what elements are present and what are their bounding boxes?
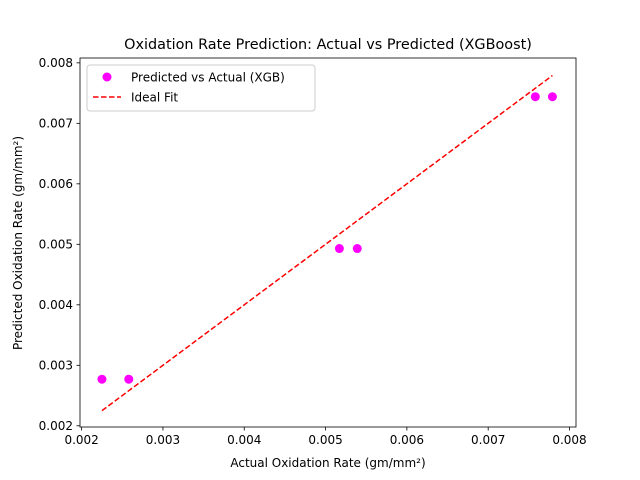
x-tick-label: 0.003 — [146, 433, 180, 447]
legend-marker-swatch — [102, 72, 112, 82]
legend-label: Predicted vs Actual (XGB) — [131, 70, 285, 84]
y-tick-label: 0.002 — [39, 419, 73, 433]
y-axis-ticks: 0.002 0.003 0.004 0.005 0.006 0.007 0.008 — [39, 56, 80, 433]
chart-title: Oxidation Rate Prediction: Actual vs Pre… — [124, 37, 532, 53]
y-tick-label: 0.004 — [39, 298, 73, 312]
y-tick-label: 0.003 — [39, 359, 73, 373]
y-tick-label: 0.006 — [39, 177, 73, 191]
x-tick-label: 0.002 — [64, 433, 98, 447]
data-point — [124, 374, 134, 384]
y-tick-label: 0.005 — [39, 238, 73, 252]
plot-area — [79, 57, 577, 428]
x-tick-label: 0.004 — [227, 433, 261, 447]
x-axis-ticks: 0.002 0.003 0.004 0.005 0.006 0.007 0.008 — [64, 427, 587, 447]
y-tick-label: 0.008 — [39, 56, 73, 70]
ideal-fit-line — [101, 74, 553, 412]
plot-frame — [79, 57, 577, 428]
legend: Predicted vs Actual (XGB) Ideal Fit — [86, 64, 316, 112]
data-point — [334, 244, 344, 254]
legend-label: Ideal Fit — [131, 90, 178, 104]
x-axis-label: Actual Oxidation Rate (gm/mm²) — [230, 456, 425, 470]
y-tick-label: 0.007 — [39, 117, 73, 131]
x-tick-label: 0.008 — [552, 433, 586, 447]
data-point — [352, 244, 362, 254]
x-tick-label: 0.005 — [308, 433, 342, 447]
data-point — [97, 374, 107, 384]
data-point — [547, 92, 557, 102]
x-tick-label: 0.006 — [390, 433, 424, 447]
data-point — [530, 92, 540, 102]
y-axis-label: Predicted Oxidation Rate (gm/mm²) — [11, 136, 25, 350]
x-tick-label: 0.007 — [471, 433, 505, 447]
legend-box — [86, 64, 316, 112]
